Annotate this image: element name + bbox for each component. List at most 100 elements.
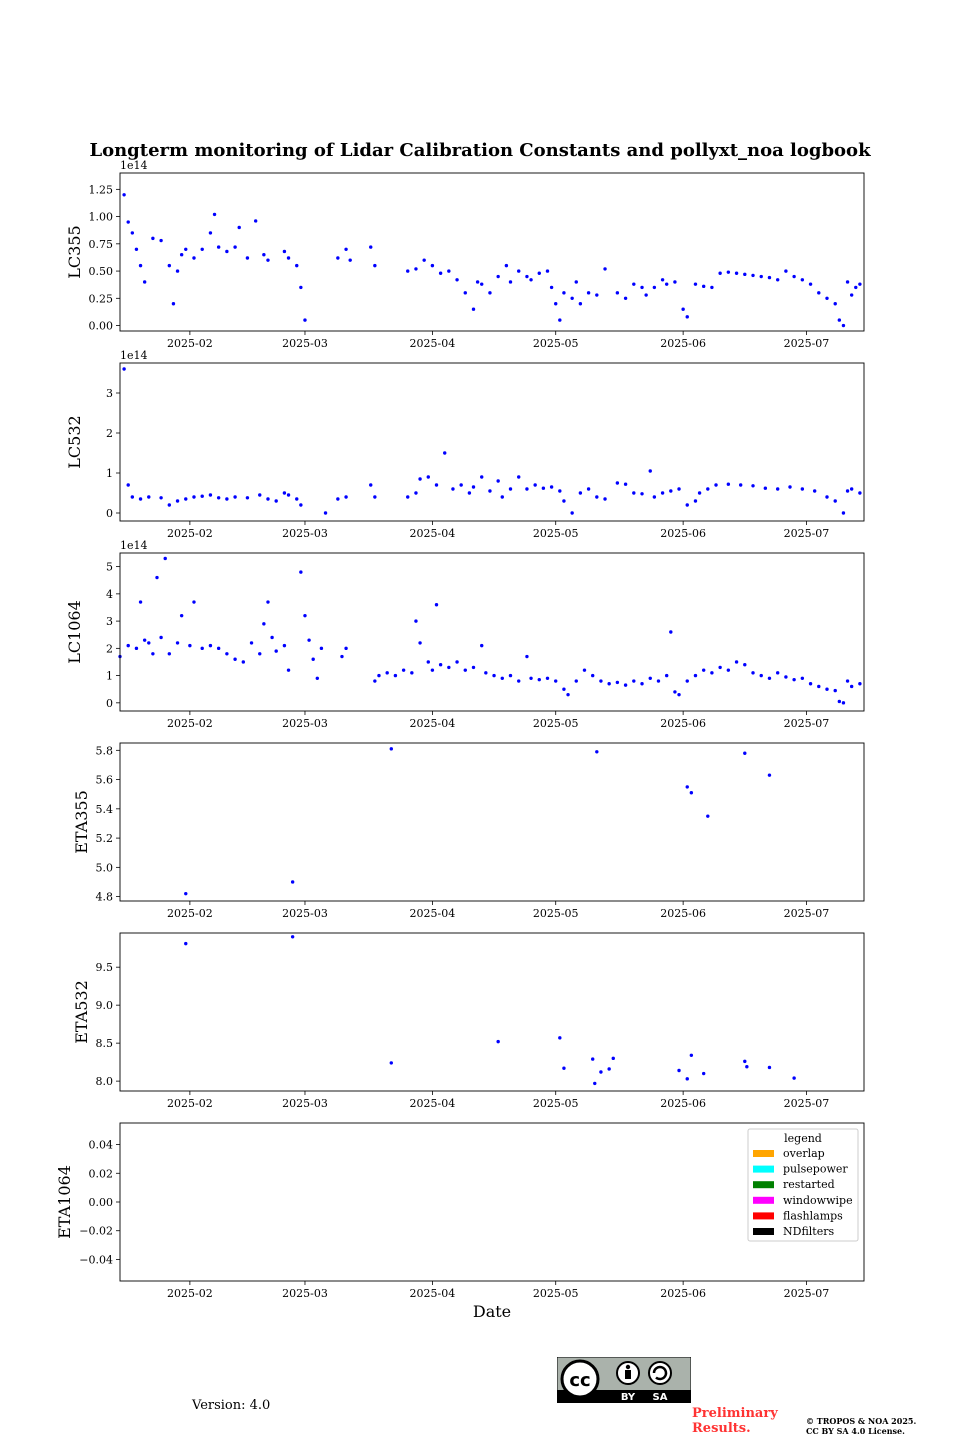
data-point xyxy=(591,673,595,678)
x-tick-label: 2025-03 xyxy=(282,527,328,540)
y-tick-label: 8.5 xyxy=(96,1037,114,1050)
data-point xyxy=(554,679,558,683)
data-point xyxy=(681,307,685,311)
data-point xyxy=(438,271,443,275)
data-point xyxy=(726,270,731,274)
data-point xyxy=(677,1068,681,1073)
data-point xyxy=(492,673,496,678)
data-point xyxy=(192,495,196,499)
data-point xyxy=(418,641,422,645)
plot-frame xyxy=(119,552,865,712)
data-point xyxy=(817,684,821,689)
data-point xyxy=(669,489,673,493)
data-point xyxy=(623,296,628,301)
data-point xyxy=(656,679,661,683)
data-point xyxy=(344,495,348,499)
data-point xyxy=(348,258,352,262)
data-point xyxy=(184,941,188,946)
data-point xyxy=(599,679,603,683)
legend-swatch xyxy=(753,1212,774,1220)
y-tick-label: 0.02 xyxy=(89,1167,114,1180)
data-point xyxy=(578,491,583,495)
data-point xyxy=(163,556,167,561)
preliminary-results-note: Preliminary Results. xyxy=(692,1406,778,1436)
data-point xyxy=(159,238,163,243)
data-point xyxy=(167,652,172,656)
data-point xyxy=(767,676,772,681)
svg-text:SA: SA xyxy=(653,1392,668,1403)
data-point xyxy=(299,285,303,290)
data-point xyxy=(800,487,805,491)
data-point xyxy=(393,673,398,678)
data-point xyxy=(216,245,221,249)
data-point xyxy=(751,671,755,675)
data-point xyxy=(537,677,541,682)
data-point xyxy=(274,649,278,653)
data-point xyxy=(525,487,529,491)
data-point xyxy=(216,646,221,651)
data-point xyxy=(126,483,130,487)
data-point xyxy=(508,280,513,284)
plot-frame xyxy=(119,742,865,902)
data-point xyxy=(488,489,492,493)
data-point xyxy=(414,267,418,271)
data-point xyxy=(286,256,291,260)
data-point xyxy=(693,673,698,678)
data-point xyxy=(714,483,718,487)
x-tick-label: 2025-07 xyxy=(784,907,830,920)
x-tick-label: 2025-07 xyxy=(784,527,830,540)
data-point xyxy=(562,499,566,503)
data-point xyxy=(833,499,837,503)
data-point xyxy=(615,680,620,685)
y-tick-label: 5.2 xyxy=(96,832,114,845)
data-point xyxy=(455,278,459,282)
data-point xyxy=(701,1071,706,1076)
svg-text:BY: BY xyxy=(621,1392,636,1403)
x-tick-label: 2025-03 xyxy=(282,1287,328,1300)
data-point xyxy=(175,641,180,645)
data-point xyxy=(570,296,574,301)
data-point xyxy=(849,487,854,491)
data-point xyxy=(484,671,488,675)
legend-swatch xyxy=(753,1165,774,1173)
version-label: Version: 4.0 xyxy=(192,1398,271,1413)
x-tick-label: 2025-02 xyxy=(167,717,213,730)
y-axis-multiplier: 1e14 xyxy=(120,539,148,552)
data-point xyxy=(373,679,377,683)
data-point xyxy=(508,487,513,491)
copyright-line-1: © TROPOS & NOA 2025. xyxy=(806,1416,917,1426)
legend-label: overlap xyxy=(783,1147,825,1160)
data-point xyxy=(434,603,439,607)
data-point xyxy=(401,668,406,672)
data-point xyxy=(138,600,143,604)
legend-label: restarted xyxy=(783,1178,835,1191)
data-point xyxy=(500,495,504,499)
data-point xyxy=(134,247,139,251)
data-point xyxy=(566,692,570,697)
data-point xyxy=(849,684,854,689)
data-point xyxy=(184,247,188,251)
y-tick-label: −0.04 xyxy=(79,1253,113,1266)
data-point xyxy=(344,646,348,651)
data-point xyxy=(282,249,287,254)
data-point xyxy=(660,491,665,495)
y-tick-label: 0.00 xyxy=(89,320,114,333)
data-point xyxy=(623,482,628,486)
data-point xyxy=(410,671,414,675)
data-point xyxy=(817,291,821,295)
data-point xyxy=(500,676,504,681)
legend-swatch xyxy=(753,1196,774,1204)
x-axis-label: Date xyxy=(473,1302,511,1321)
x-tick-label: 2025-07 xyxy=(784,1097,830,1110)
data-point xyxy=(430,263,435,268)
data-point xyxy=(496,1039,500,1044)
y-tick-label: 5.6 xyxy=(96,774,114,787)
data-point xyxy=(792,677,796,682)
data-point xyxy=(603,497,607,501)
data-point xyxy=(447,269,451,273)
data-point xyxy=(225,249,229,254)
data-point xyxy=(562,1066,566,1070)
data-point xyxy=(340,654,344,659)
data-point xyxy=(122,367,126,371)
